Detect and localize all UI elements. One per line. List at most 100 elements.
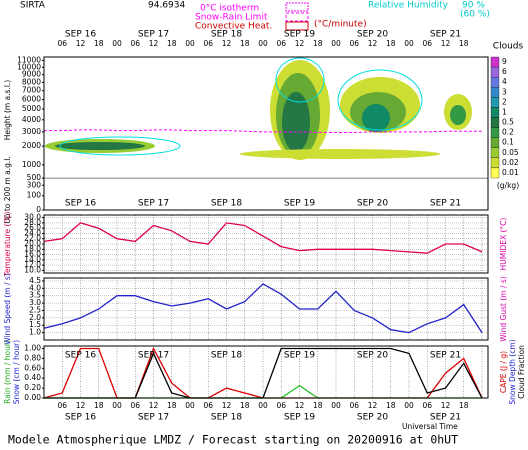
y-tick-label: 0.80 bbox=[24, 353, 41, 362]
x-tick-label: 18 bbox=[240, 39, 250, 48]
day-label: SEP 16 bbox=[65, 351, 96, 361]
day-label: SEP 18 bbox=[211, 199, 242, 209]
day-label: SEP 21 bbox=[430, 30, 461, 40]
y-tick-label: 2.0 bbox=[29, 313, 41, 322]
colorbar-label: 0.02 bbox=[502, 158, 519, 167]
colorbar-swatch bbox=[490, 117, 500, 128]
day-label: SEP 19 bbox=[284, 413, 315, 423]
x-tick-label: 12 bbox=[76, 401, 86, 410]
panel-frame bbox=[43, 345, 489, 399]
y-tick-label: 18.0 bbox=[24, 244, 41, 253]
y-tick-label: 4000 bbox=[22, 115, 41, 124]
y-tick-label: 6000 bbox=[22, 94, 41, 103]
y-tick-label: 0.40 bbox=[24, 373, 41, 382]
y-tick-label: 3.0 bbox=[29, 298, 41, 307]
colorbar-label: 3 bbox=[502, 87, 507, 96]
colorbar-swatch bbox=[490, 77, 500, 88]
legend-isotherm: 0°C isotherm bbox=[200, 4, 259, 14]
colorbar-swatch bbox=[490, 56, 500, 68]
x-tick-label: 18 bbox=[313, 401, 323, 410]
x-tick-label: 00 bbox=[258, 401, 268, 410]
x-tick-label: 00 bbox=[185, 401, 195, 410]
cloud-area bbox=[240, 149, 440, 159]
x-tick-label: 00 bbox=[112, 39, 122, 48]
y-tick-label: 3000 bbox=[22, 127, 41, 136]
x-tick-label: 06 bbox=[422, 401, 432, 410]
x-tick-label: 12 bbox=[295, 401, 305, 410]
colorbar-label: 0.5 bbox=[502, 118, 514, 127]
x-tick-label: 12 bbox=[295, 39, 305, 48]
y-tick-label: 3.5 bbox=[29, 291, 41, 300]
axis-label: Height (m a.s.l.) bbox=[3, 80, 12, 141]
colorbar-swatch bbox=[490, 97, 500, 108]
x-tick-label: 18 bbox=[94, 39, 104, 48]
colorbar-title: Clouds bbox=[493, 42, 524, 52]
day-label: SEP 19 bbox=[284, 199, 315, 209]
colorbar-swatch bbox=[490, 157, 500, 169]
x-tick-label: 06 bbox=[276, 401, 286, 410]
y-tick-label: 500 bbox=[27, 173, 42, 182]
x-tick-label: 00 bbox=[258, 39, 268, 48]
cloud-area bbox=[282, 92, 310, 152]
x-tick-label: 12 bbox=[368, 39, 378, 48]
legend-rh90: 90 % bbox=[462, 1, 485, 11]
colorbar-label: 9 bbox=[502, 57, 507, 66]
x-axis-label: Universal Time bbox=[402, 422, 458, 431]
cloud-area bbox=[55, 142, 145, 150]
colorbar-swatch bbox=[490, 127, 500, 138]
y-tick-label: 1.0 bbox=[29, 328, 41, 337]
legend-swatch bbox=[285, 21, 309, 31]
day-label: SEP 18 bbox=[211, 30, 242, 40]
series-line bbox=[43, 222, 483, 254]
axis-label: Up to 200 m a.g.l. bbox=[3, 156, 12, 224]
station: SIRTA bbox=[20, 1, 46, 11]
x-tick-label: 12 bbox=[149, 39, 159, 48]
legend-rh60: (60 %) bbox=[460, 10, 490, 20]
axis-label: Snow (cm / hour) bbox=[12, 340, 21, 404]
day-label: SEP 16 bbox=[65, 30, 96, 40]
day-label: SEP 21 bbox=[430, 351, 461, 361]
x-tick-label: 00 bbox=[404, 401, 414, 410]
y-tick-label: 300 bbox=[27, 180, 42, 189]
legend-snow-rain: Snow-Rain Limit bbox=[195, 13, 268, 23]
x-tick-label: 18 bbox=[386, 401, 396, 410]
colorbar-label: 6 bbox=[502, 67, 507, 76]
colorbar-label: 1 bbox=[502, 107, 507, 116]
axis-label: Rain (mm / hour) bbox=[3, 340, 12, 404]
y-tick-label: 28.0 bbox=[24, 218, 41, 227]
x-tick-label: 06 bbox=[349, 39, 359, 48]
colorbar-swatch bbox=[490, 167, 500, 179]
x-tick-label: 18 bbox=[459, 401, 469, 410]
y-tick-label: 22.0 bbox=[24, 234, 41, 243]
axis-label: Wind Speed (m / s) bbox=[3, 273, 12, 345]
series-line bbox=[44, 347, 483, 399]
panel-frame bbox=[43, 277, 489, 341]
y-tick-label: 0.60 bbox=[24, 363, 41, 372]
x-tick-label: 18 bbox=[313, 39, 323, 48]
x-tick-label: 06 bbox=[276, 39, 286, 48]
axis-label: HUMIDEX (°C) bbox=[499, 218, 508, 271]
y-tick-label: 4.0 bbox=[29, 283, 41, 292]
y-tick-label: 0.00 bbox=[24, 393, 41, 402]
legend-swatch bbox=[285, 12, 309, 22]
y-tick-label: 0.20 bbox=[24, 383, 41, 392]
day-label: SEP 20 bbox=[357, 351, 388, 361]
x-tick-label: 00 bbox=[112, 401, 122, 410]
panel-frame bbox=[43, 214, 489, 274]
colorbar-label: 0.1 bbox=[502, 138, 514, 147]
y-tick-label: 14.0 bbox=[24, 255, 41, 264]
x-tick-label: 18 bbox=[167, 401, 177, 410]
axis-label: CAPE (J / g) bbox=[499, 351, 508, 393]
series-line bbox=[43, 283, 483, 334]
cloud-area bbox=[450, 105, 466, 125]
y-tick-label: 24.0 bbox=[24, 228, 41, 237]
y-tick-label: 2000 bbox=[22, 141, 41, 150]
day-label: SEP 19 bbox=[284, 30, 315, 40]
legend-convective-unit: (°C/minute) bbox=[314, 20, 367, 30]
colorbar-label: 0.2 bbox=[502, 128, 514, 137]
x-tick-label: 12 bbox=[368, 401, 378, 410]
colorbar-label: 4 bbox=[502, 77, 507, 86]
colorbar-swatch bbox=[490, 87, 500, 98]
day-label: SEP 19 bbox=[284, 351, 315, 361]
